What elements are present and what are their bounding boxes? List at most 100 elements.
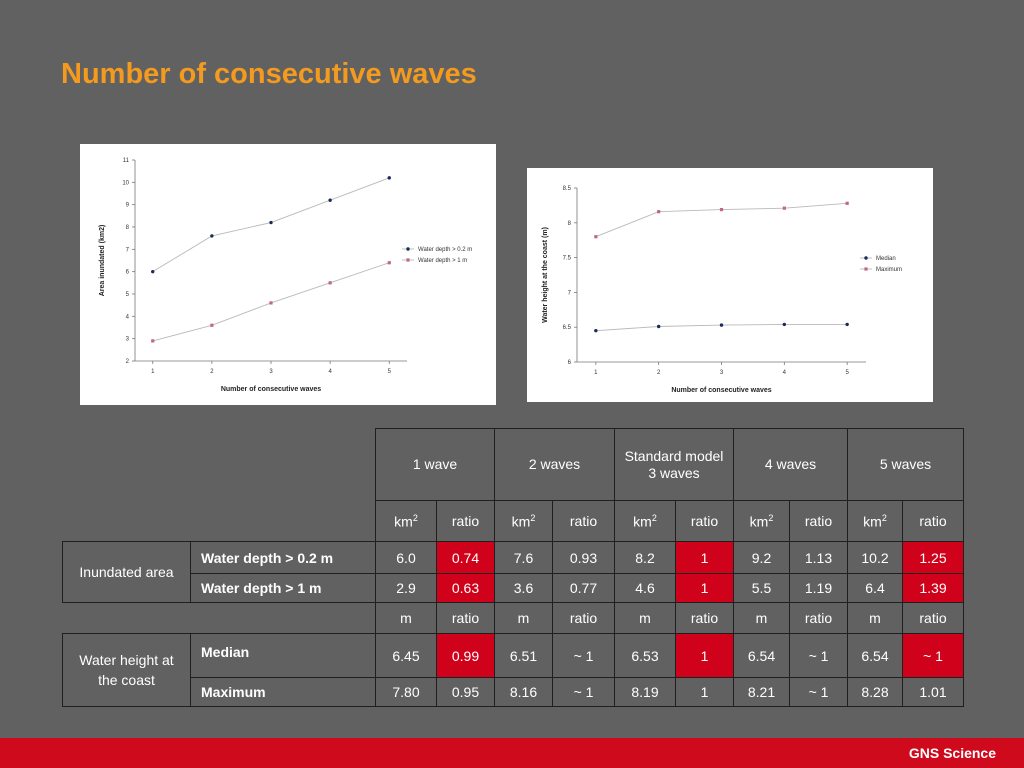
legend-label: Median — [876, 256, 896, 262]
cell-text: 7.80 — [392, 684, 420, 700]
ratio-cell: 1.13 — [789, 541, 848, 574]
series-line — [152, 177, 390, 273]
cell-text: Standard model 3 waves — [624, 447, 724, 481]
unit-header: m — [375, 602, 437, 634]
wave-column-header: Standard model 3 waves — [614, 428, 734, 501]
y-tick-label: 10 — [122, 180, 129, 186]
ratio-cell: ~ 1 — [789, 633, 848, 678]
cell-text: 8.19 — [631, 684, 659, 700]
unit-superscript: 2 — [412, 512, 418, 523]
cell-text: 1.13 — [804, 549, 833, 566]
x-tick-label: 4 — [328, 369, 332, 375]
cell-text: ratio — [451, 513, 480, 529]
data-point — [269, 301, 273, 305]
value-cell: 8.21 — [733, 677, 790, 707]
ratio-header: ratio — [902, 602, 964, 634]
cell-text: 5.5 — [751, 580, 772, 596]
value-cell: 7.80 — [375, 677, 437, 707]
cell-text: ratio — [690, 513, 719, 529]
legend-label: Maximum — [876, 267, 902, 273]
unit-header: m — [847, 602, 903, 634]
legend-marker — [864, 267, 868, 271]
value-cell: 3.6 — [494, 573, 553, 603]
cell-text: ~ 1 — [573, 684, 594, 700]
ratio-cell: 0.74 — [436, 541, 495, 574]
unit-header: km2 — [614, 500, 676, 542]
wave-column-header: 4 waves — [733, 428, 848, 501]
cell-text: 4.6 — [635, 580, 655, 596]
y-tick-label: 6 — [126, 270, 130, 276]
data-point — [782, 206, 786, 210]
ratio-header: ratio — [675, 500, 734, 542]
x-tick-label: 1 — [594, 370, 598, 376]
cell-text: km — [633, 513, 652, 530]
cell-text: 6.51 — [509, 647, 538, 664]
cell-text: Water height at the coast — [79, 652, 174, 688]
data-point — [782, 322, 787, 327]
cell-text: ratio — [919, 610, 947, 626]
data-point — [656, 324, 661, 329]
cell-text: ~ 1 — [808, 647, 829, 664]
area-inundated-chart: 2 3 4 5 6 7 8 9 10 11 1 2 3 4 5 Number of consecutive w… — [80, 144, 496, 405]
wave-column-header: 5 waves — [847, 428, 964, 501]
cell-text: 4 waves — [764, 456, 817, 472]
ratio-cell: 0.95 — [436, 677, 495, 707]
value-cell: 6.53 — [614, 633, 676, 678]
cell-text: 0.99 — [451, 647, 480, 664]
cell-text: ratio — [690, 610, 719, 626]
cell-text: 8.2 — [635, 549, 655, 566]
data-point — [719, 207, 724, 212]
y-tick-label: 5 — [126, 292, 130, 298]
data-point — [657, 210, 661, 214]
legend-label: Water depth > 1 m — [418, 258, 467, 264]
unit-header: m — [494, 602, 553, 634]
cell-text: ratio — [804, 610, 833, 626]
ratio-cell: 1.25 — [902, 541, 964, 574]
data-point — [387, 261, 391, 265]
unit-superscript: 2 — [881, 512, 887, 523]
unit-superscript: 2 — [768, 512, 774, 523]
cell-text: 2 waves — [528, 456, 581, 472]
cell-text: m — [400, 610, 412, 626]
cell-text: ratio — [569, 513, 598, 529]
cell-text: Water depth > 1 m — [201, 580, 322, 596]
x-axis-label: Number of consecutive waves — [671, 387, 771, 394]
data-point — [269, 220, 273, 225]
ratio-cell: 0.77 — [552, 573, 615, 603]
cell-text: Inundated area — [79, 564, 174, 580]
footer-bar: GNS Science — [0, 738, 1024, 768]
group-label: Inundated area — [62, 541, 191, 603]
cell-text: 1.01 — [919, 684, 947, 700]
ratio-header: ratio — [552, 500, 615, 542]
cell-text: 0.93 — [569, 549, 598, 566]
cell-text: 6.54 — [747, 647, 776, 664]
cell-text: km — [863, 513, 882, 530]
y-tick-label: 7 — [126, 247, 130, 253]
x-tick-label: 5 — [845, 370, 849, 376]
y-tick-label: 8 — [568, 221, 572, 227]
ratio-header: ratio — [436, 602, 495, 634]
y-tick-label: 6 — [568, 360, 572, 366]
value-cell: 5.5 — [733, 573, 790, 603]
ratio-cell: ~ 1 — [902, 633, 964, 678]
slide-title: Number of consecutive waves — [61, 58, 477, 90]
cell-text: m — [639, 610, 651, 626]
wave-column-header: 1 wave — [375, 428, 495, 501]
ratio-cell: 1.39 — [902, 573, 964, 603]
unit-header: km2 — [375, 500, 437, 542]
cell-text: 10.2 — [861, 549, 889, 566]
y-tick-label: 11 — [123, 158, 130, 164]
ratio-header: ratio — [675, 602, 734, 634]
cell-text: m — [517, 610, 530, 626]
cell-text: 1 — [700, 580, 709, 596]
data-point — [845, 201, 849, 205]
results-table: 1 wave 2 waves Standard model 3 waves 4 wav… — [62, 428, 964, 707]
cell-text: 3.6 — [513, 580, 534, 596]
y-tick-label: 7 — [568, 290, 572, 296]
ratio-cell: 1 — [675, 541, 734, 574]
unit-header: km2 — [847, 500, 903, 542]
ratio-cell: ~ 1 — [789, 677, 848, 707]
value-cell: 8.19 — [614, 677, 676, 707]
y-tick-label: 3 — [126, 337, 130, 343]
